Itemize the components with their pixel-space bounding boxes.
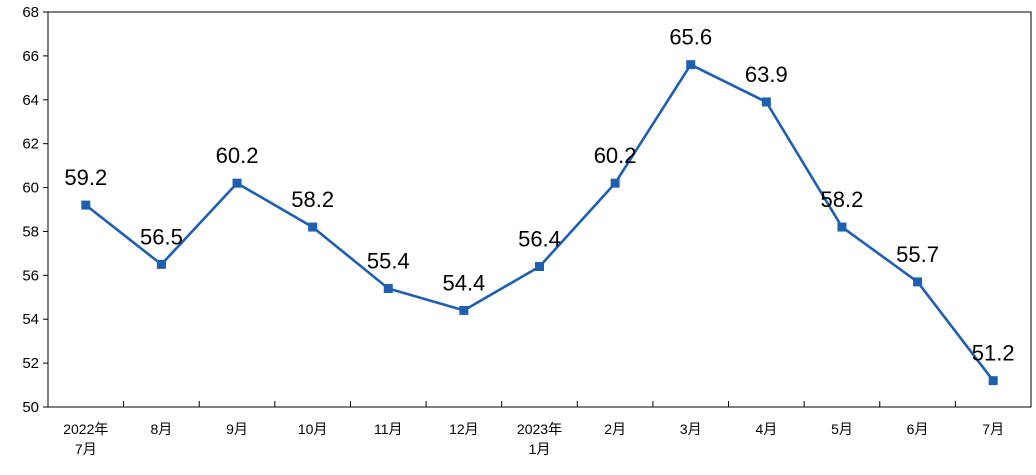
x-tick-label-line: 4月 <box>755 421 777 437</box>
x-tick-label: 2022年 7月 <box>63 421 108 457</box>
x-tick-label-line: 9月 <box>226 421 248 437</box>
data-label: 59.2 <box>64 165 107 190</box>
data-label: 56.4 <box>518 227 561 252</box>
data-point <box>156 259 166 269</box>
data-label: 51.2 <box>972 341 1015 366</box>
x-tick-label-line: 5月 <box>831 421 853 437</box>
y-tick-label: 50 <box>22 399 39 416</box>
data-point <box>308 222 318 232</box>
data-point <box>535 262 544 272</box>
data-label: 55.4 <box>367 249 410 274</box>
x-tick-label-line: 12月 <box>449 421 479 437</box>
x-tick-label: 4月 <box>755 421 777 437</box>
data-label: 58.2 <box>821 187 864 212</box>
data-labels: 59.2 56.5 60.2 58.2 55.4 54.4 56.4 60.2 65.6 63.9… <box>64 25 1014 366</box>
x-tick-label-line: 7月 <box>75 441 97 457</box>
data-point <box>610 178 620 188</box>
data-point <box>988 376 998 386</box>
x-tick-label: 2月 <box>604 421 626 437</box>
x-tick-label-line: 1月 <box>529 441 551 457</box>
data-point <box>761 97 771 107</box>
y-tick-label: 68 <box>22 4 39 21</box>
data-label: 60.2 <box>594 143 637 168</box>
plot-frame <box>47 11 1032 408</box>
y-tick-label: 62 <box>22 136 39 153</box>
x-axis: 2022年 7月 8月 9月 10月 11月 12月 2023年 1月 2月 3月 4月 5月 6月 7月 <box>47 401 1032 457</box>
x-tick-label-line: 3月 <box>680 421 702 437</box>
y-axis: 50 52 54 56 58 60 62 64 66 68 <box>22 4 48 416</box>
x-tick-label: 3月 <box>680 421 702 437</box>
x-tick-label: 8月 <box>151 421 173 437</box>
x-tick-label-line: 7月 <box>982 421 1004 437</box>
y-tick-label: 52 <box>22 355 39 372</box>
x-tick-label-line: 8月 <box>151 421 173 437</box>
data-label: 60.2 <box>216 143 259 168</box>
data-label: 56.5 <box>140 224 183 249</box>
x-tick-label-line: 11月 <box>374 421 403 437</box>
data-point <box>232 178 242 188</box>
x-tick-label: 10月 <box>298 421 328 437</box>
series-line <box>81 60 998 386</box>
plot-area-border <box>47 11 1032 408</box>
series-polyline <box>84 63 995 382</box>
x-tick-label: 5月 <box>831 421 853 437</box>
data-point <box>837 222 847 232</box>
data-label: 58.2 <box>291 187 334 212</box>
x-tick-label-line: 2月 <box>604 421 626 437</box>
x-tick-label: 12月 <box>449 421 479 437</box>
data-label: 63.9 <box>745 62 788 87</box>
y-tick-label: 66 <box>22 48 39 65</box>
data-point <box>459 305 469 315</box>
data-point <box>686 60 696 70</box>
data-point <box>81 200 91 210</box>
data-point <box>383 284 393 293</box>
x-tick-label-line: 2022年 <box>63 421 108 437</box>
x-tick-label: 6月 <box>907 421 929 437</box>
data-label: 55.7 <box>896 242 939 267</box>
x-tick-label-line: 2023年 <box>517 421 562 437</box>
data-label: 65.6 <box>669 25 712 50</box>
y-tick-label: 54 <box>22 311 39 328</box>
y-tick-label: 56 <box>22 267 39 284</box>
data-point <box>913 277 923 287</box>
y-tick-label: 60 <box>22 180 39 197</box>
x-tick-label: 11月 <box>374 421 403 437</box>
x-tick-label-line: 6月 <box>907 421 929 437</box>
y-tick-label: 64 <box>22 92 39 109</box>
x-tick-label: 7月 <box>982 421 1004 437</box>
x-tick-label-line: 10月 <box>298 421 328 437</box>
y-tick-label: 58 <box>22 223 39 240</box>
data-label: 54.4 <box>442 270 485 295</box>
x-tick-label: 9月 <box>226 421 248 437</box>
x-tick-label: 2023年 1月 <box>517 421 562 457</box>
